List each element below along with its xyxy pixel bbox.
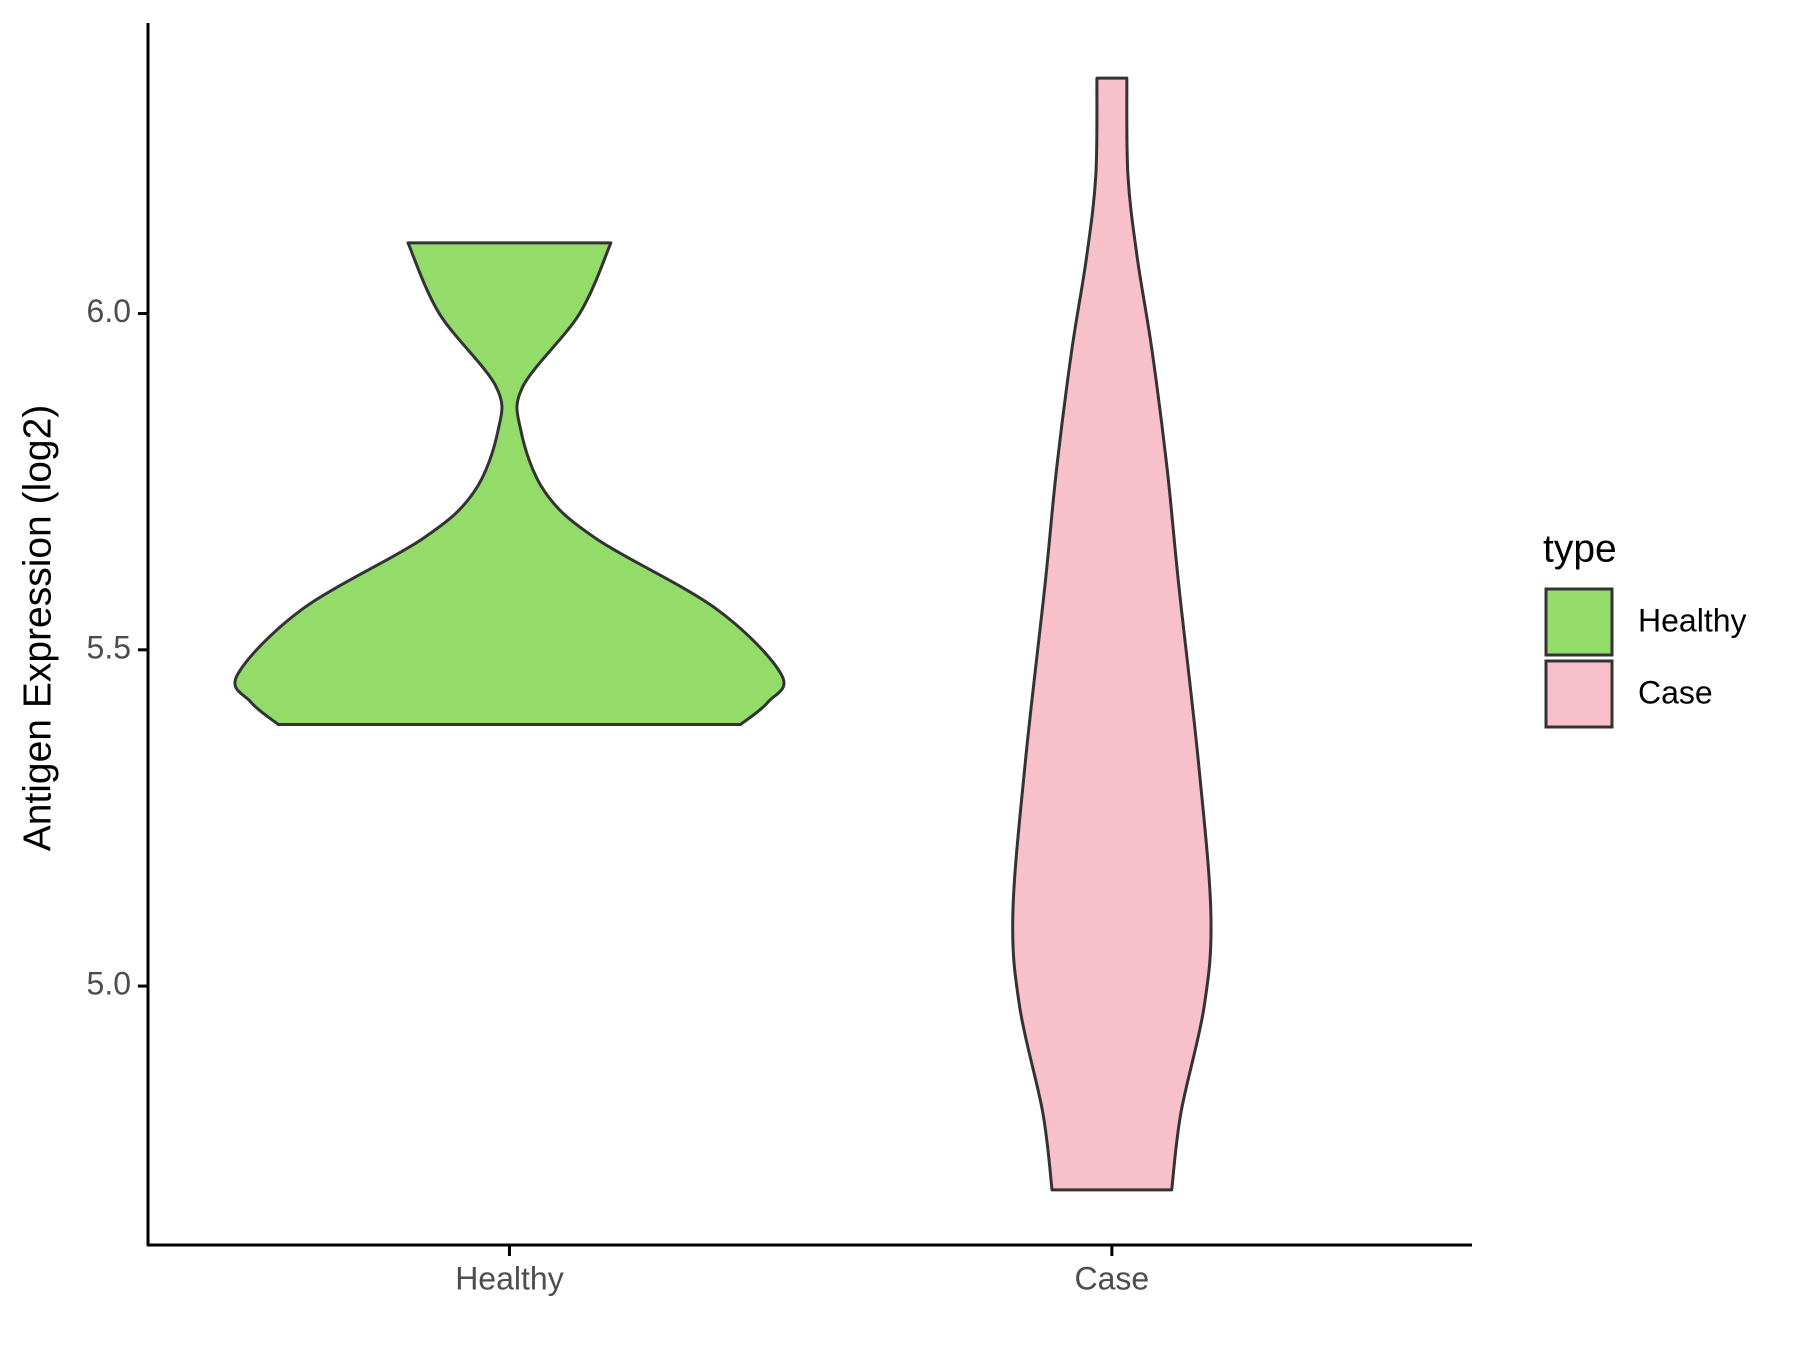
x-tick-label: Case <box>1075 1260 1150 1296</box>
y-axis-title: Antigen Expression (log2) <box>16 405 59 852</box>
y-tick-label: 6.0 <box>87 293 131 329</box>
legend-key <box>1544 587 1614 657</box>
x-tick-label: Healthy <box>455 1260 564 1296</box>
violin <box>1011 76 1213 1192</box>
legend-label: Healthy <box>1638 602 1747 638</box>
violin <box>233 241 786 726</box>
y-tick-label: 5.5 <box>87 629 131 665</box>
legend-label: Case <box>1638 674 1713 710</box>
legend-key <box>1544 659 1614 729</box>
y-tick-label: 5.0 <box>87 966 131 1002</box>
legend-title: type <box>1543 527 1617 570</box>
